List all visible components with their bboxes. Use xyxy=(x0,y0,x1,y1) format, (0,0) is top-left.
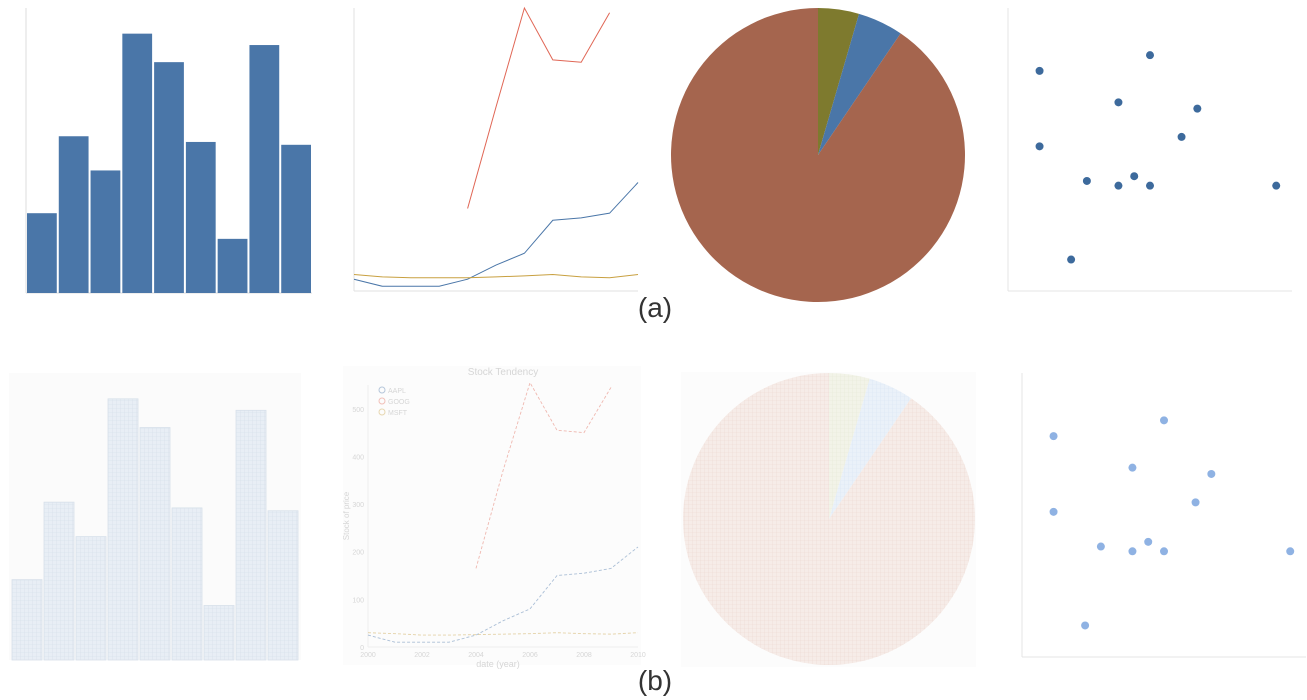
scatter-b-point xyxy=(1160,416,1168,425)
caption-a: (a) xyxy=(638,292,672,323)
scatter-b-point xyxy=(1081,621,1090,630)
line-b-legend-marker xyxy=(378,408,386,416)
bar-b-bar xyxy=(43,501,75,661)
line-b-ytick-label: 400 xyxy=(352,454,364,461)
bar-a-bar xyxy=(249,45,280,293)
caption-b: (b) xyxy=(638,665,672,696)
bar-a-bar xyxy=(217,238,248,293)
pie-a-slice xyxy=(671,8,965,302)
scatter-b-point xyxy=(1049,432,1058,441)
scatter-b-point xyxy=(1144,537,1153,546)
pie-a-slice xyxy=(818,13,901,156)
scatter-a-point xyxy=(1146,181,1154,190)
line-chart-b: Stock Tendency date (year) Stock of price 0… xyxy=(342,366,646,669)
bar-b-bar xyxy=(107,398,139,661)
bar-a-bar xyxy=(122,33,153,294)
line-b-ylabel: Stock of price xyxy=(342,491,351,540)
scatter-a-point xyxy=(1193,104,1202,113)
scatter-b-point xyxy=(1128,463,1137,472)
line-b-legend-label: AAPL xyxy=(388,388,406,395)
scatter-b-point xyxy=(1049,507,1058,516)
line-b-series-line xyxy=(367,632,639,636)
scatter-a-point xyxy=(1130,172,1139,181)
bar-a-bar xyxy=(90,170,121,293)
line-b-legend-marker xyxy=(378,386,386,394)
bar-a-bar xyxy=(27,213,57,293)
pie-b-slice xyxy=(829,378,912,519)
line-b-xtick-label: 2010 xyxy=(630,652,646,659)
line-b-ytick-label: 0 xyxy=(360,645,364,652)
bar-b-bar xyxy=(203,605,235,661)
line-b-ytick-label: 100 xyxy=(352,597,364,604)
bar-a-bar xyxy=(58,136,89,293)
pie-chart-a xyxy=(671,8,965,302)
bar-chart-b xyxy=(9,373,301,661)
scatter-a-point xyxy=(1146,51,1154,60)
scatter-a-point xyxy=(1035,142,1044,151)
line-chart-a xyxy=(353,6,639,292)
line-b-xtick-label: 2006 xyxy=(522,652,538,659)
line-b-series-line xyxy=(475,381,612,569)
bar-b-bar xyxy=(235,409,267,661)
scatter-a-point xyxy=(1035,66,1044,75)
scatter-a-point xyxy=(1067,255,1076,264)
scatter-b-point xyxy=(1191,498,1200,507)
bar-a-bar xyxy=(281,144,311,293)
line-b-legend-marker xyxy=(378,397,386,405)
bar-b-bar xyxy=(171,507,203,661)
scatter-chart-a xyxy=(1007,8,1292,292)
bar-chart-a xyxy=(25,8,312,294)
scatter-b-point xyxy=(1160,547,1168,556)
scatter-a-point xyxy=(1114,98,1123,107)
scatter-b-point xyxy=(1286,547,1295,556)
bar-a-bar xyxy=(154,62,184,294)
line-b-ytick-label: 500 xyxy=(352,407,364,414)
scatter-a-point xyxy=(1082,176,1091,185)
line-b-background xyxy=(343,366,641,665)
line-b-xtick-label: 2000 xyxy=(360,652,376,659)
line-a-series-line xyxy=(353,182,639,287)
scatter-a-point xyxy=(1114,181,1123,190)
line-b-title: Stock Tendency xyxy=(468,367,538,378)
line-b-ytick-label: 200 xyxy=(352,550,364,557)
line-b-ytick-label: 300 xyxy=(352,502,364,509)
scatter-a-point xyxy=(1272,181,1281,190)
pie-b-slice xyxy=(829,373,870,519)
scatter-b-point xyxy=(1128,547,1137,556)
bar-a-bar xyxy=(185,141,216,293)
bar-b-bar xyxy=(75,536,107,661)
line-b-xlabel: date (year) xyxy=(476,659,520,669)
line-b-series-line xyxy=(367,546,639,643)
pie-a-slice xyxy=(818,8,860,155)
scatter-b-point xyxy=(1207,469,1216,478)
bar-b-bar xyxy=(267,510,299,661)
line-a-series-line xyxy=(353,273,639,279)
line-b-legend-label: GOOG xyxy=(388,399,410,406)
bar-b-bar xyxy=(139,427,171,661)
scatter-a-point xyxy=(1177,132,1186,141)
pie-b-slice xyxy=(682,373,975,665)
line-b-xtick-label: 2004 xyxy=(468,652,484,659)
pie-chart-b xyxy=(681,372,976,667)
bar-b-bar xyxy=(11,579,43,661)
line-b-xtick-label: 2008 xyxy=(576,652,592,659)
scatter-chart-b xyxy=(1021,373,1306,658)
line-a-series-line xyxy=(467,6,611,209)
line-b-xtick-label: 2002 xyxy=(414,652,430,659)
line-b-legend-label: MSFT xyxy=(388,410,408,417)
scatter-b-point xyxy=(1096,542,1105,551)
